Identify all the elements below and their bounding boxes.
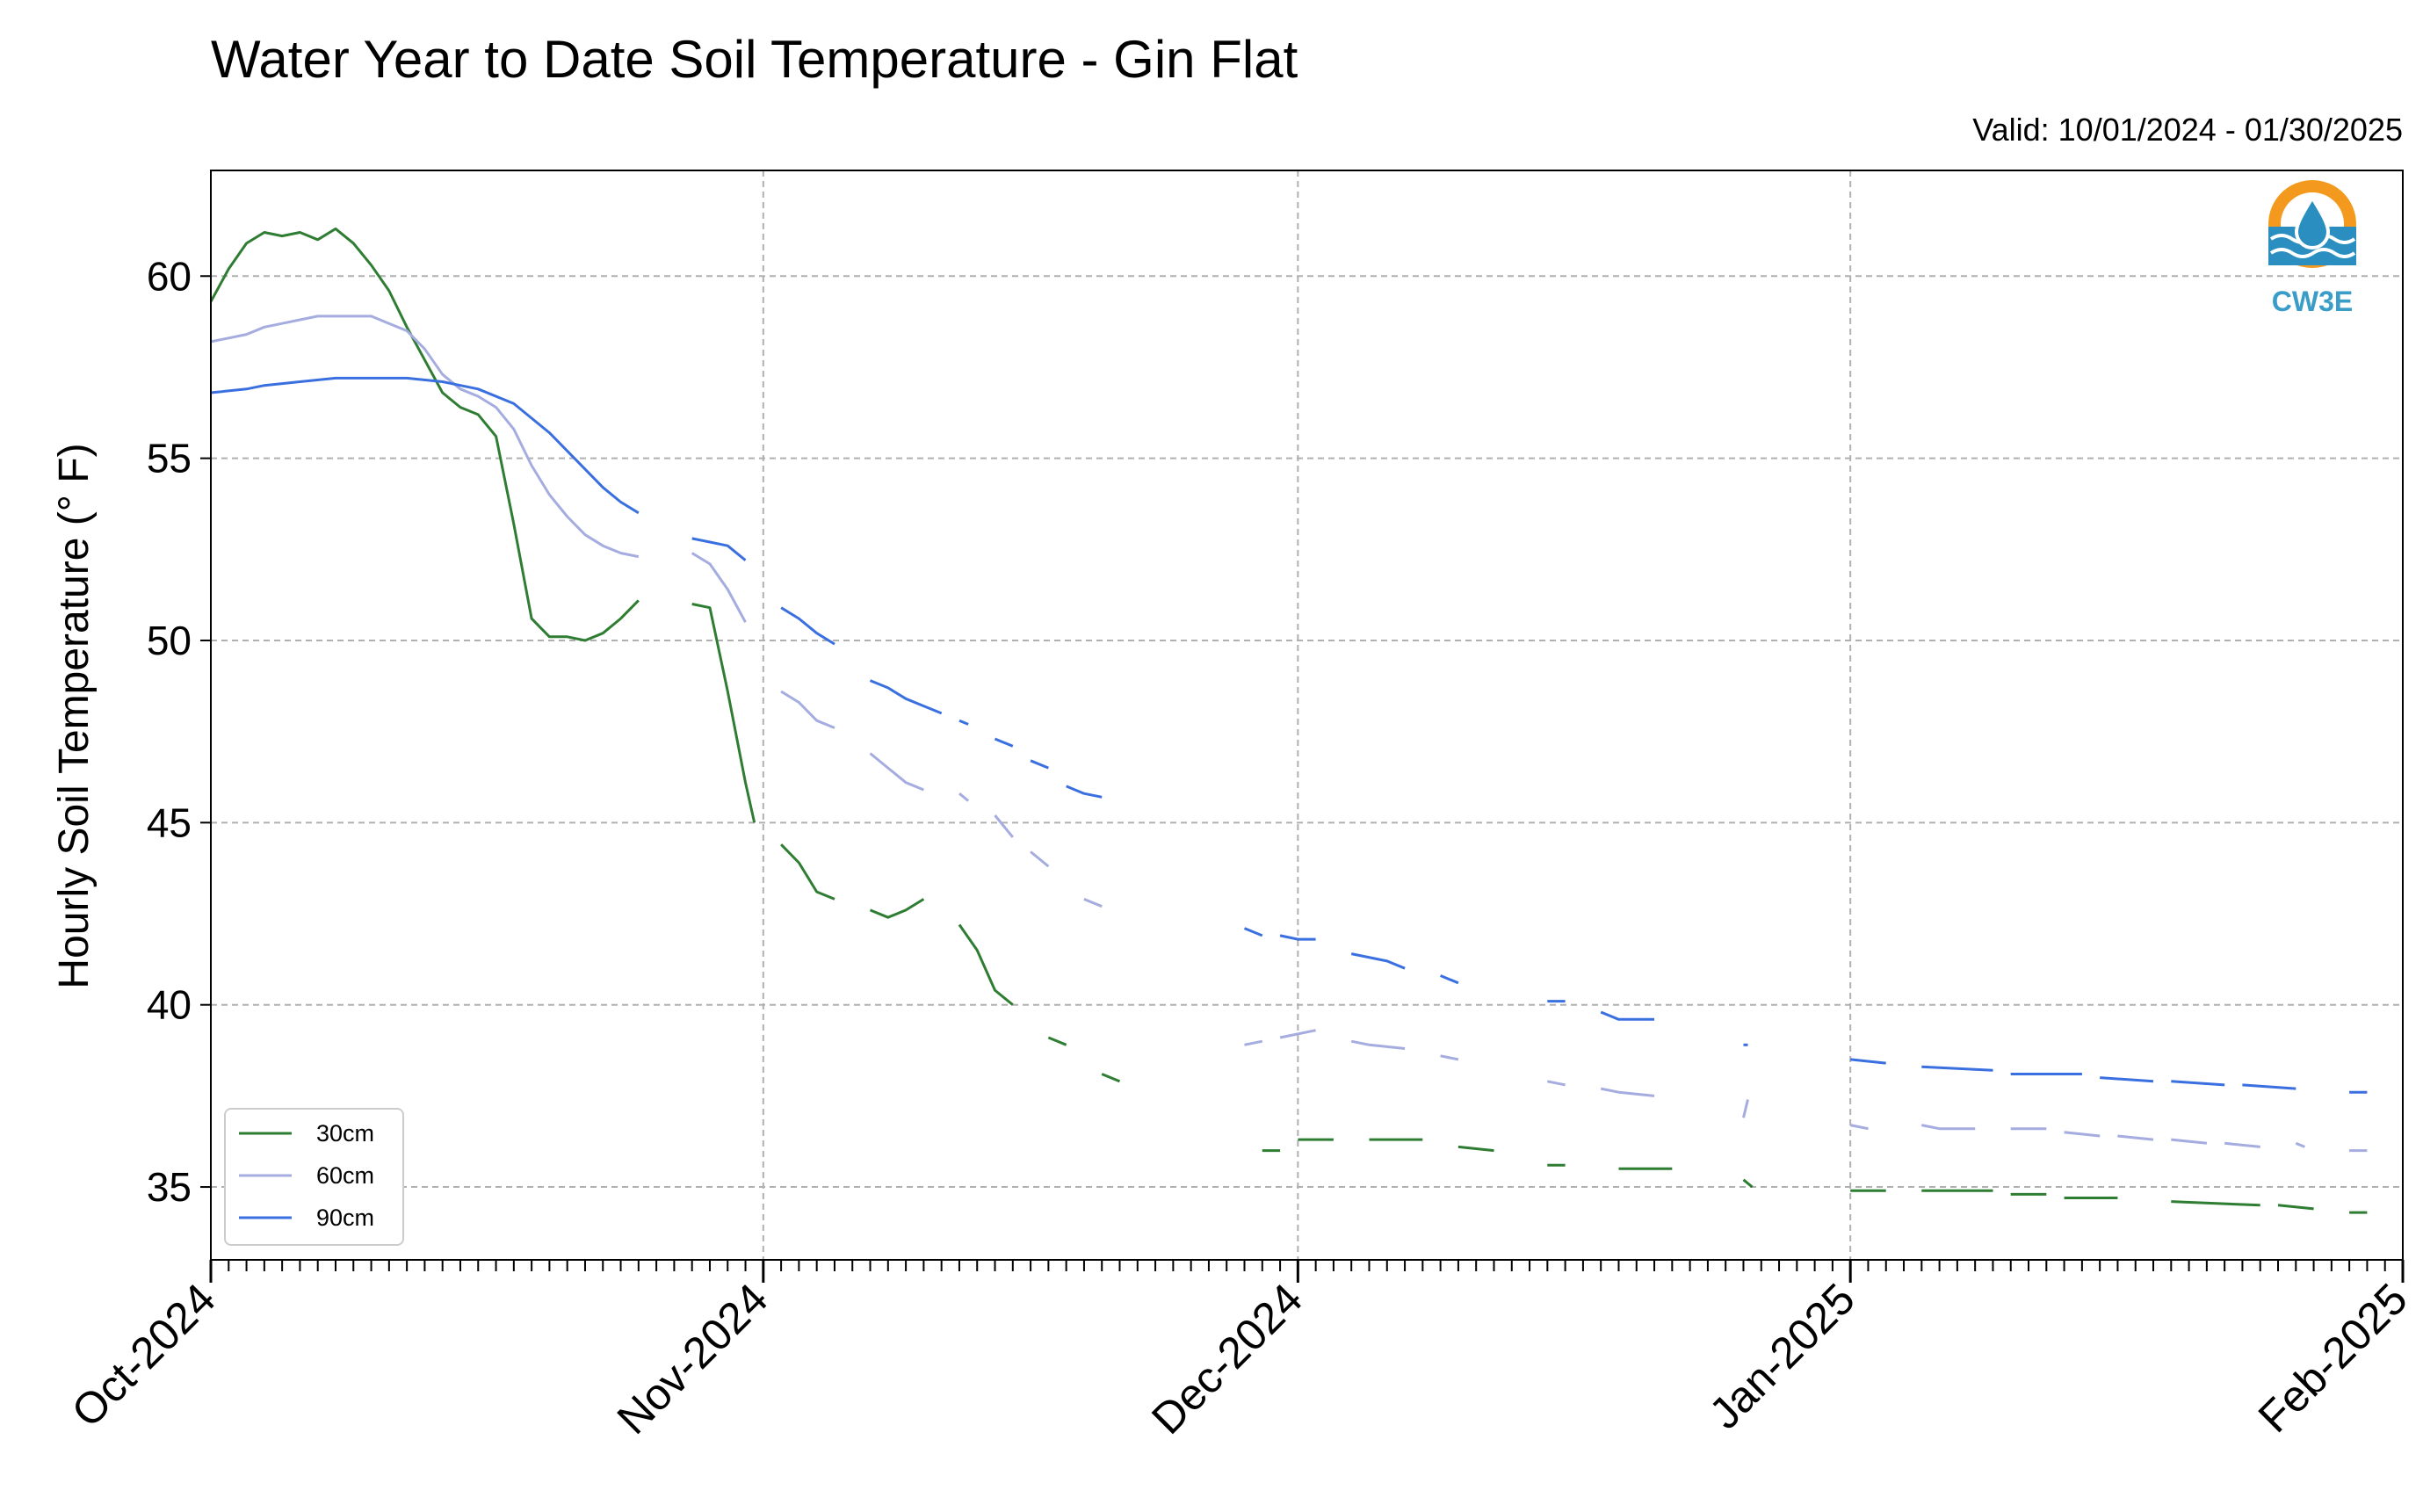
series-line-60cm bbox=[1742, 1099, 1749, 1118]
series-line-60cm bbox=[2117, 1134, 2154, 1141]
y-tick-label: 45 bbox=[147, 799, 192, 845]
series-line-90cm bbox=[780, 606, 835, 646]
series-line-90cm bbox=[1440, 974, 1459, 985]
series-60cm bbox=[210, 315, 2368, 1153]
y-tick-label: 50 bbox=[147, 618, 192, 663]
series-line-60cm bbox=[2295, 1141, 2305, 1148]
series-line-60cm bbox=[994, 814, 1014, 838]
series-line-90cm bbox=[210, 376, 640, 515]
x-axis-ticks: Oct-2024 Nov-2024 Dec-2024 Jan-2025 Feb-2025 bbox=[62, 1260, 2417, 1443]
series-line-30cm bbox=[869, 898, 925, 919]
series-line-90cm bbox=[2171, 1080, 2225, 1087]
x-tick-label: Feb-2025 bbox=[2249, 1274, 2417, 1442]
water-drop-icon bbox=[2294, 194, 2331, 250]
wave-line bbox=[2269, 248, 2356, 258]
series-line-60cm bbox=[780, 690, 835, 729]
series-line-60cm bbox=[210, 315, 640, 559]
series-line-30cm bbox=[958, 923, 1014, 1006]
series-line-30cm bbox=[1457, 1145, 1494, 1153]
plot-frame bbox=[210, 170, 2404, 1261]
chart-title: Water Year to Date Soil Temperature - Gi… bbox=[211, 30, 1298, 89]
series-line-60cm bbox=[1279, 1029, 1316, 1039]
series-line-30cm bbox=[1047, 1036, 1067, 1046]
series-line-60cm bbox=[1244, 1039, 1263, 1046]
series-line-30cm bbox=[691, 603, 756, 823]
series-line-90cm bbox=[1066, 785, 1103, 799]
series-line-90cm bbox=[1243, 927, 1263, 937]
grid bbox=[210, 170, 2404, 1260]
series-line-90cm bbox=[1850, 1058, 1886, 1065]
series-line-60cm bbox=[2224, 1141, 2260, 1148]
series-line-60cm bbox=[1440, 1054, 1459, 1061]
y-tick-label: 60 bbox=[147, 253, 192, 299]
series-line-60cm bbox=[1600, 1087, 1655, 1097]
series-line-90cm bbox=[958, 719, 969, 726]
series-line-60cm bbox=[1083, 898, 1103, 908]
series-line-60cm bbox=[2171, 1138, 2208, 1145]
series-line-90cm bbox=[2242, 1083, 2296, 1090]
series-30cm bbox=[209, 227, 2368, 1214]
series-line-60cm bbox=[1921, 1124, 1976, 1131]
chart-subtitle: Valid: 10/01/2024 - 01/30/2025 bbox=[1972, 112, 2403, 148]
legend-label-90cm: 90cm bbox=[316, 1205, 374, 1231]
x-tick-label: Oct-2024 bbox=[62, 1274, 225, 1436]
legend-box bbox=[224, 1108, 404, 1246]
y-tick-label: 40 bbox=[147, 982, 192, 1028]
series-line-90cm bbox=[1279, 934, 1316, 941]
series-line-60cm bbox=[1350, 1039, 1406, 1050]
series-line-60cm bbox=[1030, 850, 1050, 868]
series-line-30cm bbox=[209, 227, 640, 642]
y-axis-label: Hourly Soil Temperature (° F) bbox=[51, 443, 98, 988]
series-line-30cm bbox=[780, 843, 835, 901]
series-line-60cm bbox=[1849, 1124, 1869, 1131]
series-line-90cm bbox=[1600, 1010, 1654, 1021]
series-line-60cm bbox=[1547, 1080, 1566, 1087]
series-line-30cm bbox=[2277, 1204, 2314, 1211]
series-line-60cm bbox=[691, 552, 747, 623]
logo-text: CW3E bbox=[2272, 286, 2353, 317]
legend: 30cm 60cm 90cm bbox=[224, 1108, 404, 1246]
x-tick-label: Nov-2024 bbox=[608, 1274, 778, 1443]
series-line-90cm bbox=[869, 679, 943, 715]
series-line-90cm bbox=[1030, 759, 1049, 770]
legend-label-60cm: 60cm bbox=[316, 1162, 374, 1189]
series-90cm bbox=[210, 376, 2368, 1094]
y-axis-ticks: 35 40 45 50 55 60 bbox=[147, 253, 211, 1210]
series-line-90cm bbox=[994, 737, 1014, 748]
series-lines bbox=[209, 227, 2368, 1214]
series-line-90cm bbox=[1350, 952, 1406, 970]
y-tick-label: 35 bbox=[147, 1164, 192, 1210]
legend-label-30cm: 30cm bbox=[316, 1120, 374, 1147]
series-line-30cm bbox=[1101, 1073, 1121, 1083]
x-tick-label: Jan-2025 bbox=[1700, 1274, 1864, 1438]
series-line-30cm bbox=[2171, 1200, 2260, 1207]
series-line-60cm bbox=[869, 752, 924, 792]
cw3e-logo: CW3E bbox=[2268, 180, 2356, 317]
series-line-90cm bbox=[2100, 1076, 2154, 1083]
series-line-90cm bbox=[691, 537, 747, 561]
series-line-90cm bbox=[1921, 1065, 1993, 1072]
series-line-30cm bbox=[1742, 1178, 1754, 1189]
series-line-60cm bbox=[2064, 1131, 2101, 1138]
y-tick-label: 55 bbox=[147, 436, 192, 481]
series-line-60cm bbox=[958, 792, 970, 802]
x-tick-label: Dec-2024 bbox=[1142, 1274, 1312, 1443]
